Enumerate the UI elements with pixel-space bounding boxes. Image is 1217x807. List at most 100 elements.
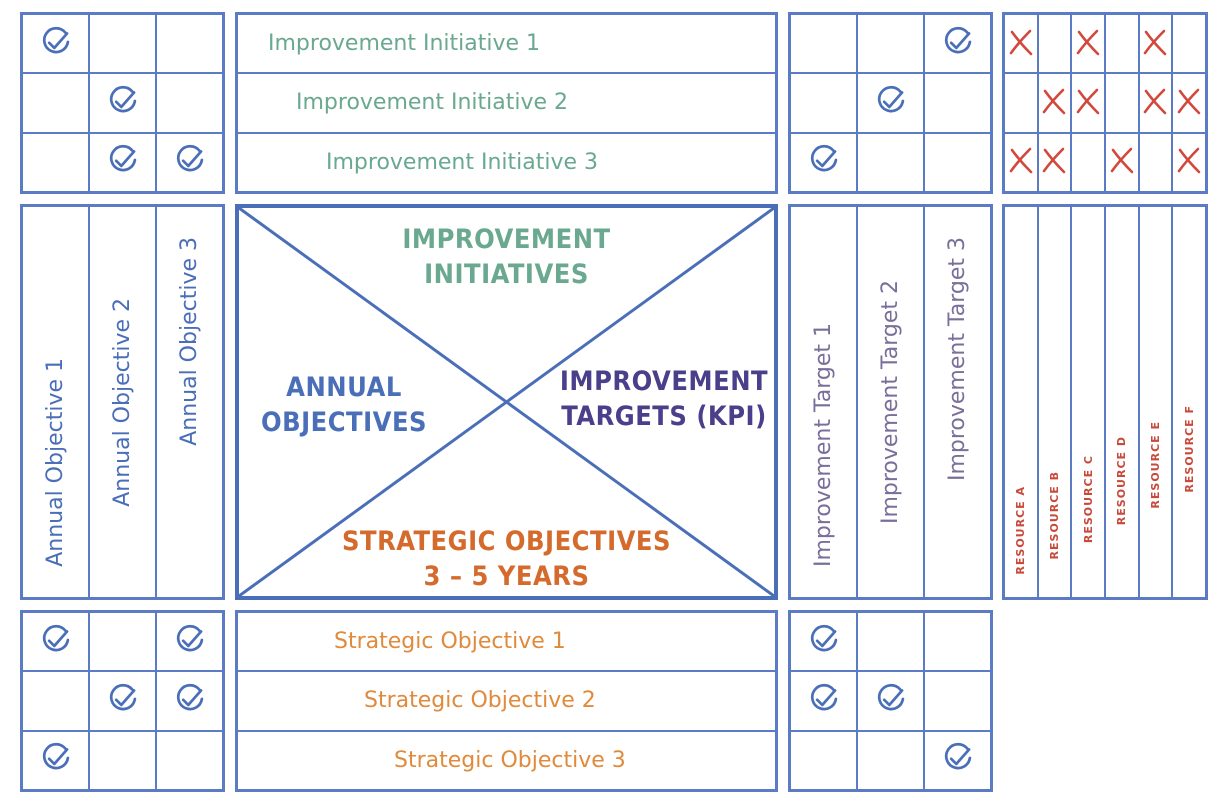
check-circle-icon <box>941 25 975 63</box>
center-label-annual: ANNUAL OBJECTIVES <box>260 372 428 438</box>
x-diagonals <box>239 208 774 596</box>
x-mark-icon <box>1039 86 1069 120</box>
resource-label: RESOURCE E <box>1148 421 1162 509</box>
matrix-cell <box>22 730 89 790</box>
strategic-row: Strategic Objective 1 <box>237 612 776 672</box>
matrix-cell <box>89 73 156 133</box>
initiative-list: Improvement Initiative 1 Improvement Init… <box>235 12 778 194</box>
x-mark-icon <box>1140 86 1170 120</box>
strategic-row: Strategic Objective 2 <box>237 671 776 731</box>
x-matrix-center: IMPROVEMENT INITIATIVES ANNUAL OBJECTIVE… <box>235 204 778 600</box>
matrix-cell <box>22 671 89 731</box>
check-circle-icon <box>39 25 73 63</box>
check-circle-icon <box>941 741 975 779</box>
resource-matrix <box>1002 12 1208 194</box>
resource-cell <box>1004 73 1038 133</box>
improvement-target-column: Improvement Target 1 <box>790 206 857 598</box>
x-mark-icon <box>1073 27 1103 61</box>
resource-cell <box>1004 14 1038 74</box>
center-label-targets: IMPROVEMENT TARGETS (KPI) <box>559 366 769 432</box>
initiative-label: Improvement Initiative 2 <box>296 90 569 116</box>
strategic-row: Strategic Objective 3 <box>237 730 776 790</box>
strategic-label: Strategic Objective 3 <box>394 747 626 773</box>
resource-column: RESOURCE D <box>1105 206 1139 598</box>
matrix-cell <box>924 132 991 192</box>
check-circle-icon <box>874 682 908 720</box>
matrix-cell <box>22 14 89 74</box>
initiative-objective-matrix <box>20 12 225 194</box>
resource-cell <box>1105 73 1139 133</box>
matrix-cell <box>156 132 223 192</box>
matrix-cell <box>156 671 223 731</box>
check-circle-icon <box>173 623 207 661</box>
improvement-target-column: Improvement Target 3 <box>924 206 991 598</box>
matrix-cell <box>790 730 857 790</box>
annual-objectives-column: Annual Objective 1 Annual Objective 2 Annu… <box>20 204 225 600</box>
check-circle-icon <box>807 143 841 181</box>
matrix-cell <box>89 132 156 192</box>
matrix-cell <box>924 73 991 133</box>
resource-cell <box>1037 14 1072 74</box>
check-circle-icon <box>39 741 73 779</box>
improvement-target-column: Improvement Target 2 <box>857 206 924 598</box>
initiative-label: Improvement Initiative 3 <box>326 149 599 175</box>
x-mark-icon <box>1174 145 1204 179</box>
check-circle-icon <box>106 84 140 122</box>
matrix-cell <box>22 132 89 192</box>
resource-cell <box>1172 73 1206 133</box>
matrix-cell <box>790 73 857 133</box>
resource-column: RESOURCE F <box>1172 206 1206 598</box>
resource-labels: RESOURCE A RESOURCE B RESOURCE C RESOURCE D… <box>1002 204 1208 600</box>
resource-cell <box>1004 132 1038 192</box>
resource-label: RESOURCE B <box>1047 470 1061 559</box>
strategic-label: Strategic Objective 1 <box>334 629 566 655</box>
improvement-target-label: Improvement Target 1 <box>811 322 836 567</box>
matrix-cell <box>89 14 156 74</box>
resource-label: RESOURCE C <box>1081 454 1095 543</box>
strategic-objective-list: Strategic Objective 1 Strategic Objective… <box>235 610 778 792</box>
matrix-cell <box>89 730 156 790</box>
resource-cell <box>1037 73 1072 133</box>
resource-column: RESOURCE E <box>1138 206 1173 598</box>
x-mark-icon <box>1140 27 1170 61</box>
annual-objective-label: Annual Objective 1 <box>43 358 68 567</box>
matrix-cell <box>924 612 991 672</box>
check-circle-icon <box>807 682 841 720</box>
resource-column: RESOURCE C <box>1071 206 1105 598</box>
check-circle-icon <box>39 623 73 661</box>
annual-objective-column: Annual Objective 2 <box>89 206 156 598</box>
resource-cell <box>1105 132 1139 192</box>
annual-objective-column: Annual Objective 3 <box>156 206 223 598</box>
matrix-cell <box>790 612 857 672</box>
strategic-label: Strategic Objective 2 <box>364 688 596 714</box>
matrix-cell <box>22 612 89 672</box>
improvement-target-label: Improvement Target 2 <box>878 279 903 525</box>
initiative-row: Improvement Initiative 3 <box>237 132 776 192</box>
annual-objective-label: Annual Objective 2 <box>110 297 135 507</box>
resource-column: RESOURCE B <box>1037 206 1072 598</box>
resource-cell <box>1071 73 1105 133</box>
resource-cell <box>1071 14 1105 74</box>
resource-label: RESOURCE F <box>1182 405 1196 493</box>
matrix-cell <box>790 14 857 74</box>
check-circle-icon <box>106 143 140 181</box>
resource-cell <box>1172 14 1206 74</box>
matrix-cell <box>857 73 924 133</box>
matrix-cell <box>156 14 223 74</box>
matrix-cell <box>89 671 156 731</box>
x-mark-icon <box>1174 86 1204 120</box>
check-circle-icon <box>874 84 908 122</box>
matrix-cell <box>790 132 857 192</box>
strategic-objective-matrix <box>20 610 225 792</box>
x-mark-icon <box>1107 145 1137 179</box>
initiative-row: Improvement Initiative 2 <box>237 73 776 133</box>
resource-cell <box>1105 14 1139 74</box>
resource-column: RESOURCE A <box>1004 206 1038 598</box>
initiative-label: Improvement Initiative 1 <box>268 31 541 57</box>
resource-cell <box>1071 132 1105 192</box>
matrix-cell <box>156 73 223 133</box>
matrix-cell <box>156 730 223 790</box>
strategic-target-matrix <box>788 610 993 792</box>
annual-objective-label: Annual Objective 3 <box>177 237 202 446</box>
center-label-strategic: STRATEGIC OBJECTIVES 3 – 5 YEARS <box>342 526 671 592</box>
